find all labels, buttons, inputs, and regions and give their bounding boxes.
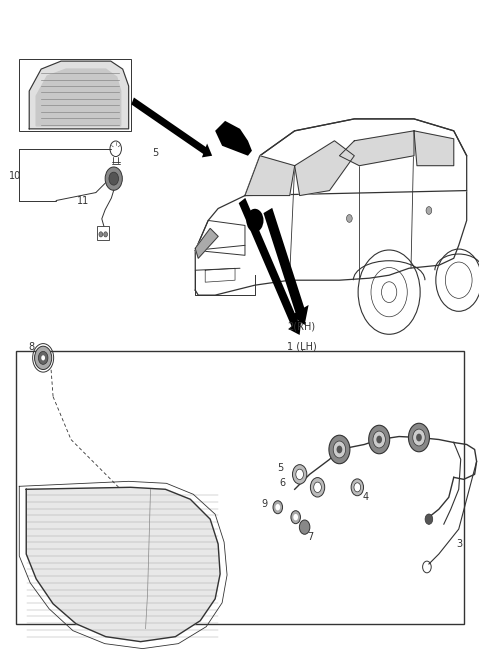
Polygon shape — [36, 69, 120, 126]
Text: 9: 9 — [262, 499, 268, 509]
Circle shape — [99, 232, 103, 237]
Circle shape — [329, 436, 350, 464]
Polygon shape — [29, 61, 129, 129]
Circle shape — [413, 429, 425, 446]
Circle shape — [314, 482, 322, 493]
Circle shape — [293, 514, 298, 520]
Circle shape — [376, 436, 382, 443]
Polygon shape — [245, 156, 295, 195]
Circle shape — [425, 514, 432, 524]
Circle shape — [291, 510, 300, 523]
Bar — [97, 226, 109, 240]
Circle shape — [354, 483, 360, 492]
Circle shape — [426, 206, 432, 214]
Polygon shape — [414, 131, 454, 166]
Text: 6: 6 — [280, 478, 286, 488]
Circle shape — [347, 215, 352, 223]
Text: 10: 10 — [9, 171, 22, 180]
Circle shape — [369, 425, 390, 454]
Circle shape — [311, 478, 324, 497]
Circle shape — [351, 479, 363, 495]
Polygon shape — [245, 119, 467, 195]
Polygon shape — [264, 208, 309, 325]
Text: 4: 4 — [362, 492, 369, 503]
Text: 11: 11 — [77, 195, 89, 206]
Text: 5: 5 — [277, 464, 284, 473]
Circle shape — [276, 504, 280, 510]
Circle shape — [300, 520, 310, 534]
Text: 5: 5 — [152, 148, 158, 158]
Circle shape — [41, 355, 45, 361]
Circle shape — [246, 209, 264, 232]
Bar — [19, 59, 131, 131]
Polygon shape — [295, 141, 354, 195]
Polygon shape — [215, 121, 252, 156]
Text: 2(RH): 2(RH) — [288, 322, 316, 331]
Polygon shape — [195, 176, 467, 295]
Circle shape — [104, 232, 108, 237]
Polygon shape — [339, 131, 414, 166]
Circle shape — [38, 352, 48, 365]
Circle shape — [296, 469, 303, 480]
Polygon shape — [195, 229, 218, 258]
Polygon shape — [132, 98, 212, 158]
Circle shape — [336, 445, 342, 453]
Circle shape — [416, 434, 422, 441]
Text: 3: 3 — [457, 539, 463, 549]
Polygon shape — [239, 198, 301, 335]
Circle shape — [273, 501, 283, 514]
Text: 8: 8 — [28, 342, 34, 352]
Text: 7: 7 — [308, 532, 314, 542]
Bar — [16, 352, 464, 624]
Circle shape — [373, 431, 385, 448]
Text: 1 (LH): 1 (LH) — [287, 341, 316, 351]
Circle shape — [105, 167, 122, 190]
Circle shape — [35, 346, 52, 370]
Polygon shape — [26, 488, 220, 642]
Circle shape — [109, 172, 119, 185]
Circle shape — [292, 465, 307, 484]
Circle shape — [333, 441, 346, 458]
Circle shape — [408, 423, 430, 452]
